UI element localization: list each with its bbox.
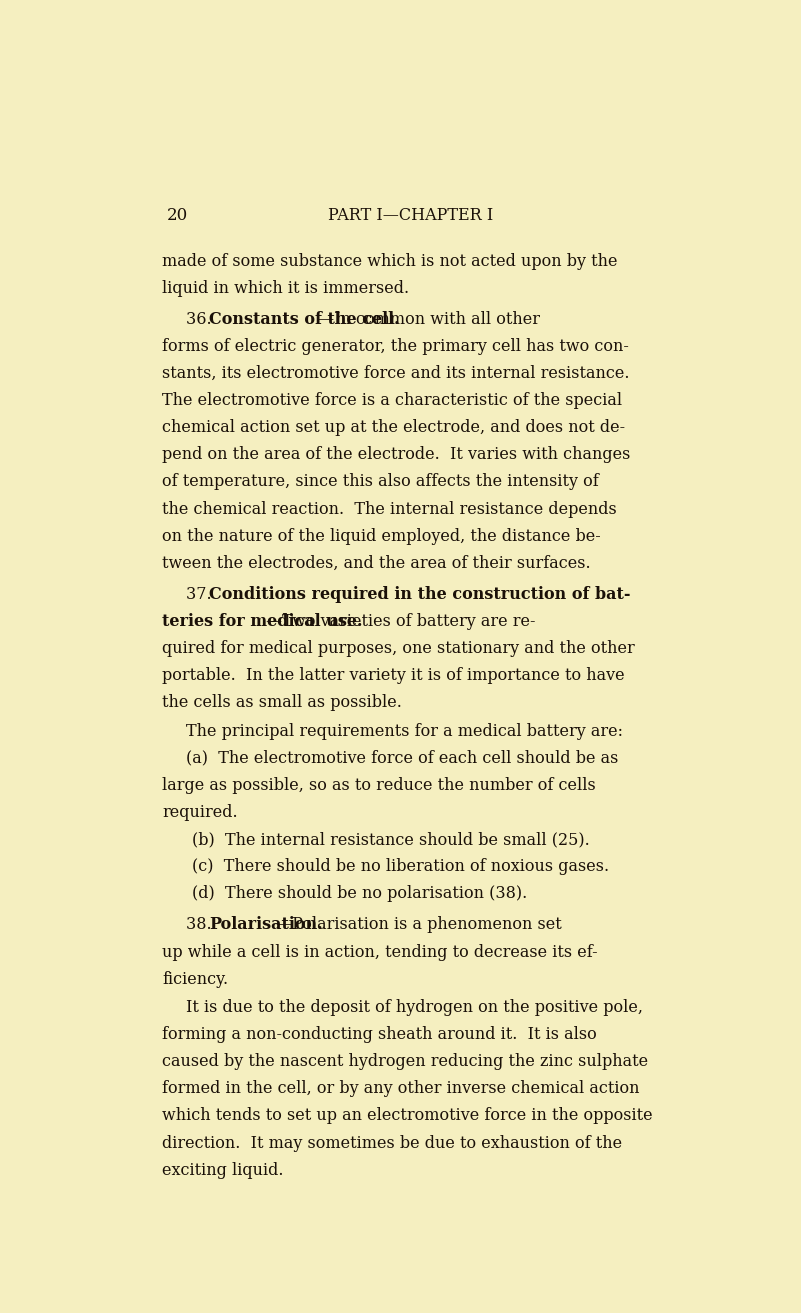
Text: chemical action set up at the electrode, and does not de-: chemical action set up at the electrode,…: [162, 419, 626, 436]
Text: ficiency.: ficiency.: [162, 970, 228, 987]
Text: (d)  There should be no polarisation (38).: (d) There should be no polarisation (38)…: [192, 885, 527, 902]
Text: forms of electric generator, the primary cell has two con-: forms of electric generator, the primary…: [162, 337, 629, 355]
Text: —Two varieties of battery are re-: —Two varieties of battery are re-: [267, 613, 536, 630]
Text: large as possible, so as to reduce the number of cells: large as possible, so as to reduce the n…: [162, 777, 596, 794]
Text: teries for medical use.: teries for medical use.: [162, 613, 363, 630]
Text: —Polarisation is a phenomenon set: —Polarisation is a phenomenon set: [276, 916, 562, 934]
Text: of temperature, since this also affects the intensity of: of temperature, since this also affects …: [162, 474, 599, 491]
Text: quired for medical purposes, one stationary and the other: quired for medical purposes, one station…: [162, 639, 635, 656]
Text: portable.  In the latter variety it is of importance to have: portable. In the latter variety it is of…: [162, 667, 625, 684]
Text: up while a cell is in action, tending to decrease its ef-: up while a cell is in action, tending to…: [162, 944, 598, 961]
Text: made of some substance which is not acted upon by the: made of some substance which is not acte…: [162, 252, 618, 269]
Text: which tends to set up an electromotive force in the opposite: which tends to set up an electromotive f…: [162, 1107, 653, 1124]
Text: stants, its electromotive force and its internal resistance.: stants, its electromotive force and its …: [162, 365, 630, 382]
Text: Constants of the cell.: Constants of the cell.: [209, 311, 400, 328]
Text: Polarisation.: Polarisation.: [209, 916, 323, 934]
Text: the cells as small as possible.: the cells as small as possible.: [162, 695, 402, 712]
Text: It is due to the deposit of hydrogen on the positive pole,: It is due to the deposit of hydrogen on …: [186, 999, 642, 1016]
Text: caused by the nascent hydrogen reducing the zinc sulphate: caused by the nascent hydrogen reducing …: [162, 1053, 648, 1070]
Text: Conditions required in the construction of bat-: Conditions required in the construction …: [209, 586, 631, 603]
Text: on the nature of the liquid employed, the distance be-: on the nature of the liquid employed, th…: [162, 528, 601, 545]
Text: —In common with all other: —In common with all other: [318, 311, 540, 328]
Text: 20: 20: [167, 207, 188, 225]
Text: pend on the area of the electrode.  It varies with changes: pend on the area of the electrode. It va…: [162, 446, 630, 463]
Text: tween the electrodes, and the area of their surfaces.: tween the electrodes, and the area of th…: [162, 554, 591, 571]
Text: formed in the cell, or by any other inverse chemical action: formed in the cell, or by any other inve…: [162, 1081, 640, 1098]
Text: 38.: 38.: [186, 916, 222, 934]
Text: required.: required.: [162, 804, 238, 821]
Text: PART I—CHAPTER I: PART I—CHAPTER I: [328, 207, 493, 225]
Text: the chemical reaction.  The internal resistance depends: the chemical reaction. The internal resi…: [162, 500, 617, 517]
Text: forming a non-conducting sheath around it.  It is also: forming a non-conducting sheath around i…: [162, 1027, 597, 1043]
Text: (a)  The electromotive force of each cell should be as: (a) The electromotive force of each cell…: [186, 750, 618, 767]
Text: The electromotive force is a characteristic of the special: The electromotive force is a characteris…: [162, 393, 622, 410]
Text: liquid in which it is immersed.: liquid in which it is immersed.: [162, 280, 409, 297]
Text: The principal requirements for a medical battery are:: The principal requirements for a medical…: [186, 722, 623, 739]
Text: direction.  It may sometimes be due to exhaustion of the: direction. It may sometimes be due to ex…: [162, 1134, 622, 1152]
Text: (c)  There should be no liberation of noxious gases.: (c) There should be no liberation of nox…: [192, 859, 609, 876]
Text: 36.: 36.: [186, 311, 222, 328]
Text: 37.: 37.: [186, 586, 222, 603]
Text: exciting liquid.: exciting liquid.: [162, 1162, 284, 1179]
Text: (b)  The internal resistance should be small (25).: (b) The internal resistance should be sm…: [192, 831, 590, 848]
